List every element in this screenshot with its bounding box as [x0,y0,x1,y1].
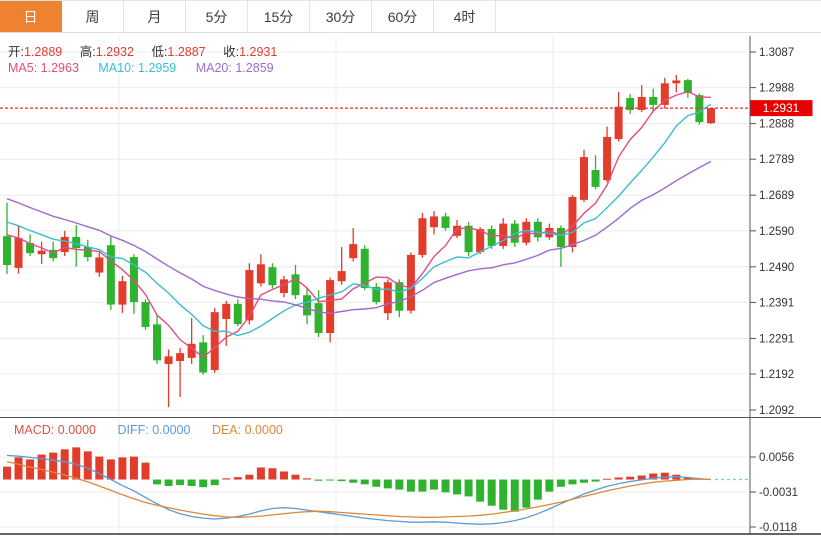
period-tabbar: 日周月 5分 15分 30分 60分 4时 [0,0,821,33]
svg-text:-0.0118: -0.0118 [759,522,797,534]
tab-period-1[interactable]: 周 [62,1,124,32]
tab-period-3[interactable]: 5分 [186,1,248,32]
svg-text:0.0056: 0.0056 [759,452,794,464]
tab-period-6[interactable]: 60分 [372,1,434,32]
svg-text:-0.0031: -0.0031 [759,487,798,499]
svg-text:1.2590: 1.2590 [759,226,794,238]
svg-text:1.2092: 1.2092 [759,405,794,417]
svg-text:1.2192: 1.2192 [759,369,794,381]
tab-period-2[interactable]: 月 [124,1,186,32]
svg-text:1.2789: 1.2789 [759,154,794,166]
svg-text:1.2988: 1.2988 [759,83,794,95]
svg-text:1.3087: 1.3087 [759,47,794,59]
svg-text:1.2391: 1.2391 [759,297,794,309]
tab-period-0[interactable]: 日 [0,1,62,32]
svg-text:1.2490: 1.2490 [759,262,794,274]
svg-text:1.2689: 1.2689 [759,190,794,202]
tab-period-4[interactable]: 15分 [248,1,310,32]
tab-period-7[interactable]: 4时 [434,1,496,32]
tab-period-5[interactable]: 30分 [310,1,372,32]
svg-text:1.2291: 1.2291 [759,333,794,345]
svg-text:1.2888: 1.2888 [759,119,794,131]
svg-text:1.2931: 1.2931 [763,101,800,115]
current-price-badge: 1.2931 [750,100,813,117]
